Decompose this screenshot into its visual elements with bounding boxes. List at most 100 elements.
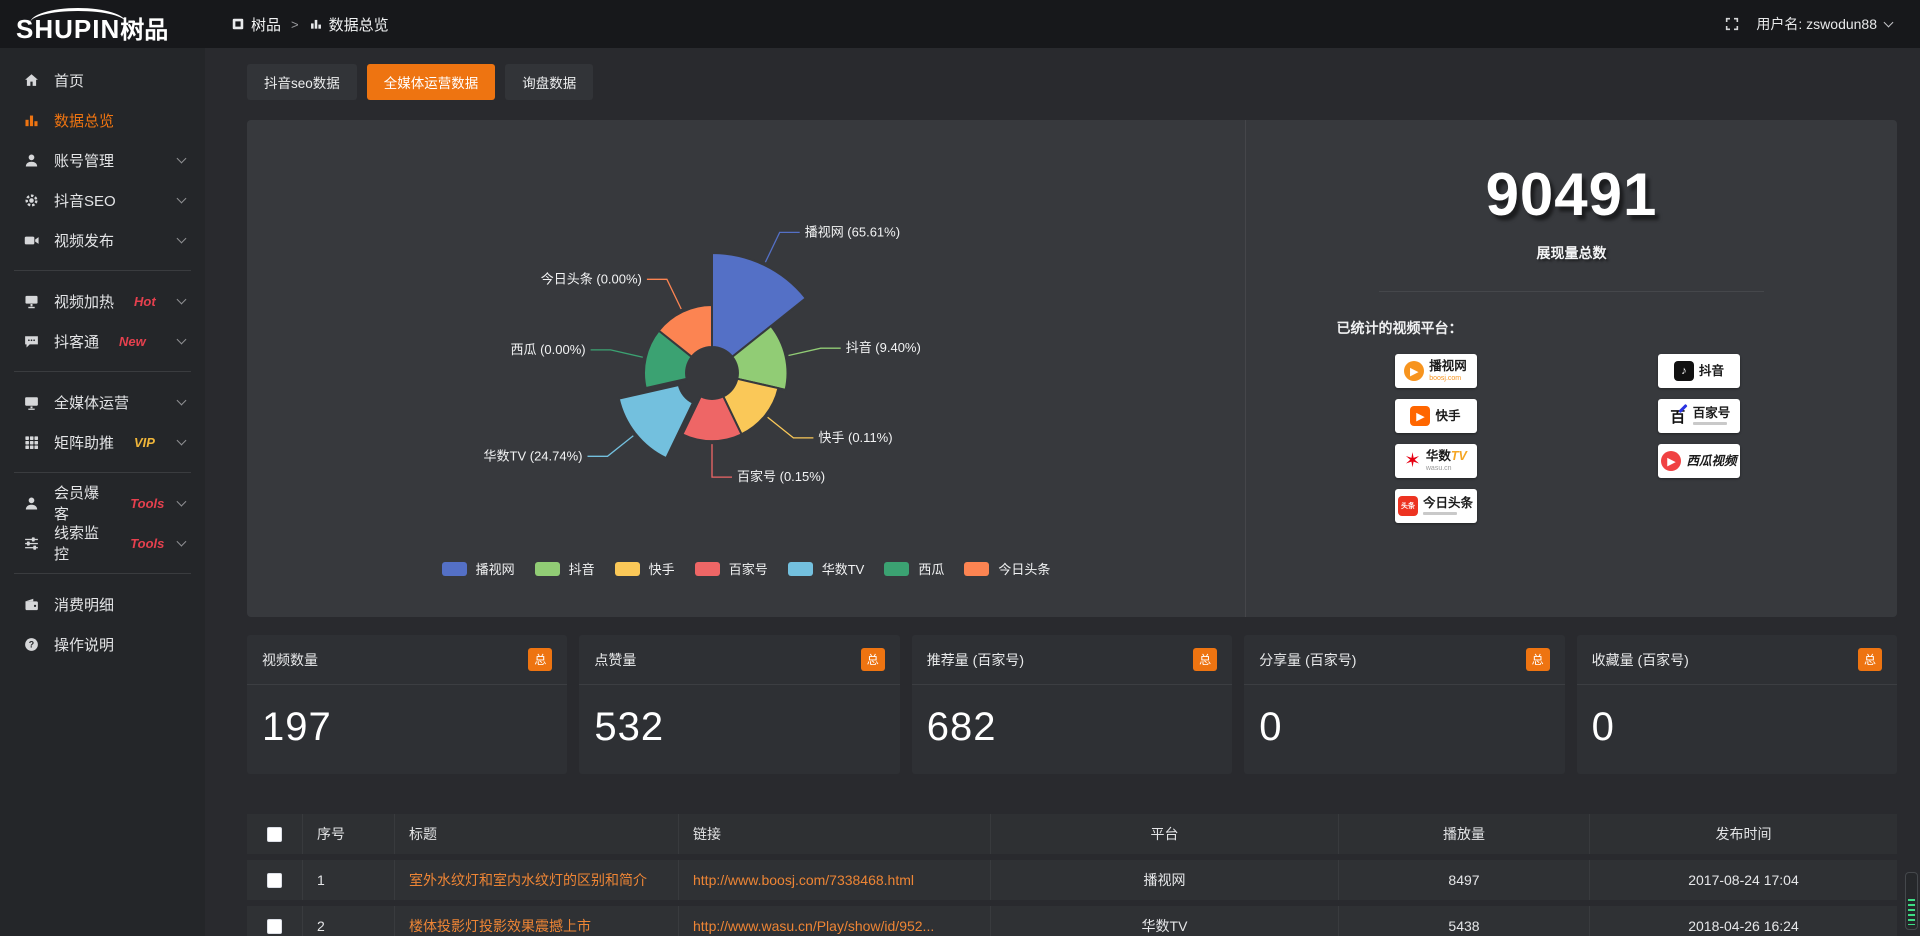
sidebar-menu: 首页 数据总览 账号管理抖音SEO 视频发布视频加热 Hot 抖客通 New 全媒体运营矩阵助… bbox=[0, 60, 205, 664]
pie-slice-快手[interactable] bbox=[721, 377, 780, 436]
pie-label-line bbox=[764, 231, 800, 263]
sidebar-item-label: 消费明细 bbox=[54, 596, 115, 614]
sidebar-item-label: 抖音SEO bbox=[54, 192, 116, 210]
pie-slice-今日头条[interactable] bbox=[657, 303, 713, 359]
sidebar-item-douyin-seo[interactable]: 抖音SEO bbox=[0, 180, 205, 220]
legend-label: 播视网 bbox=[475, 562, 515, 577]
sidebar-item-label: 全媒体运营 bbox=[54, 394, 130, 412]
sidebar-item-label: 操作说明 bbox=[54, 636, 115, 654]
chevron-down-icon bbox=[176, 496, 187, 507]
topbar: SHUPIN树品 树品 > 数据总览 用户名: zswodun88 bbox=[0, 0, 1920, 48]
card-header: 推荐量 (百家号) 总 bbox=[911, 635, 1233, 685]
stat-cards: 视频数量 总 197 点赞量 总 532 推荐量 (百家号) 总 682 分享量… bbox=[247, 635, 1897, 774]
row-checkbox[interactable] bbox=[267, 872, 282, 888]
pie-slice-华数TV[interactable] bbox=[617, 383, 695, 460]
sidebar-item-account-management[interactable]: 账号管理 bbox=[0, 140, 205, 180]
logo-text: SHUPIN bbox=[16, 13, 121, 44]
row-cell-link[interactable]: http://www.boosj.com/7338468.html bbox=[679, 860, 991, 900]
logo-suffix: 树品 bbox=[120, 16, 169, 44]
card-value: 532 bbox=[594, 705, 665, 749]
tab-inquiry-data[interactable]: 询盘数据 bbox=[505, 64, 594, 100]
data-tabs: 抖音seo数据 全媒体运营数据 询盘数据 bbox=[247, 64, 1897, 100]
xigua-logo-icon: ▶ bbox=[1661, 451, 1682, 471]
chevron-down-icon bbox=[176, 233, 187, 244]
sidebar: 首页 数据总览 账号管理抖音SEO 视频发布视频加热 Hot 抖客通 New 全媒体运营矩阵助… bbox=[0, 48, 205, 936]
app-square-icon bbox=[231, 17, 245, 31]
breadcrumb-item-data-overview[interactable]: 数据总览 bbox=[309, 14, 389, 35]
pie-slice-抖音[interactable] bbox=[730, 324, 789, 391]
tab-omni-media-data[interactable]: 全媒体运营数据 bbox=[366, 64, 496, 100]
sidebar-item-omni-media[interactable]: 全媒体运营 bbox=[0, 382, 205, 422]
row-cell-index: 1 bbox=[303, 860, 395, 900]
card-label: 视频数量 bbox=[262, 651, 318, 668]
platform-sub: wasu.cn bbox=[1425, 464, 1452, 472]
sliders-icon bbox=[23, 535, 40, 552]
chevron-down-icon bbox=[1883, 17, 1894, 28]
pie-slice-百家号[interactable] bbox=[681, 395, 743, 443]
pie-label-line bbox=[590, 349, 643, 358]
platform-name: 西瓜视频 bbox=[1686, 453, 1737, 468]
platform-badge-kuaishou: ▶ 快手 bbox=[1394, 399, 1477, 433]
monitor-hot-icon bbox=[23, 293, 40, 310]
sidebar-item-home[interactable]: 首页 bbox=[0, 60, 205, 100]
sidebar-item-member-baoke[interactable]: 会员爆客 Tools bbox=[0, 483, 205, 523]
header-cell-1: 标题 bbox=[395, 814, 679, 854]
pie-slice-播视网[interactable] bbox=[711, 251, 808, 359]
header-cell-checkbox bbox=[247, 814, 303, 854]
sidebar-item-video-publish[interactable]: 视频发布 bbox=[0, 220, 205, 260]
expense-icon bbox=[23, 596, 40, 613]
sidebar-item-clue-monitor[interactable]: 线索监控 Tools bbox=[0, 523, 205, 563]
fullscreen-icon[interactable] bbox=[1724, 16, 1740, 32]
platform-badge-toutiao: 头条 今日头条 bbox=[1394, 489, 1477, 523]
main-content: 抖音seo数据 全媒体运营数据 询盘数据 播视网 (65.61%) 抖音 (9.40%… bbox=[205, 48, 1920, 936]
scrollbar-thumb[interactable] bbox=[1905, 872, 1918, 930]
sidebar-item-operation-guide[interactable]: ? 操作说明 bbox=[0, 624, 205, 664]
row-cell-time: 2018-04-26 16:24 bbox=[1688, 918, 1799, 934]
pie-slice-西瓜[interactable] bbox=[643, 329, 694, 390]
pie-label-line bbox=[767, 416, 814, 439]
chart-bar-icon bbox=[23, 112, 40, 129]
legend-item-今日头条[interactable]: 今日头条 bbox=[964, 559, 1050, 578]
sidebar-item-expense-detail[interactable]: 消费明细 bbox=[0, 584, 205, 624]
total-impressions-label: 展现量总数 bbox=[1536, 245, 1607, 261]
legend-swatch bbox=[614, 561, 640, 576]
breadcrumb-label: 数据总览 bbox=[328, 16, 389, 34]
row-cell-checkbox bbox=[247, 906, 303, 936]
card-label: 分享量 (百家号) bbox=[1259, 651, 1357, 668]
chart-legend: 播视网 抖音 快手 百家号 华数TV 西瓜 今日头条 bbox=[247, 559, 1245, 578]
legend-item-西瓜[interactable]: 西瓜 bbox=[884, 559, 944, 578]
legend-item-播视网[interactable]: 播视网 bbox=[441, 559, 515, 578]
tab-douyin-seo-data[interactable]: 抖音seo数据 bbox=[247, 64, 357, 100]
card-value: 197 bbox=[262, 705, 332, 749]
username-menu[interactable]: 用户名: zswodun88 bbox=[1756, 14, 1894, 34]
pie-slice-label: 播视网 (65.61%) bbox=[805, 224, 900, 239]
douyin-logo-icon: ♪ bbox=[1673, 361, 1694, 381]
legend-swatch bbox=[787, 561, 813, 576]
sidebar-badge-new: New bbox=[119, 333, 146, 349]
legend-item-快手[interactable]: 快手 bbox=[614, 559, 675, 578]
sidebar-badge-tools: Tools bbox=[130, 495, 165, 511]
row-cell-title[interactable]: 楼体投影灯投影效果震撼上市 bbox=[395, 906, 679, 936]
row-checkbox[interactable] bbox=[267, 918, 282, 934]
row-cell-link[interactable]: http://www.wasu.cn/Play/show/id/952... bbox=[679, 906, 991, 936]
row-cell-title[interactable]: 室外水纹灯和室内水纹灯的区别和简介 bbox=[395, 860, 679, 900]
platform-tagline bbox=[1692, 422, 1727, 426]
legend-swatch bbox=[534, 561, 560, 576]
gear-icon bbox=[23, 192, 40, 209]
breadcrumb-item-shupin[interactable]: 树品 bbox=[231, 14, 281, 35]
select-all-checkbox[interactable] bbox=[267, 826, 282, 842]
legend-item-华数TV[interactable]: 华数TV bbox=[787, 559, 864, 578]
monitor-icon bbox=[23, 394, 40, 411]
sidebar-badge-tools: Tools bbox=[130, 535, 165, 551]
wasu-logo-icon: ✶ bbox=[1404, 450, 1421, 472]
chevron-down-icon bbox=[176, 435, 187, 446]
breadcrumb-label: 树品 bbox=[251, 16, 282, 34]
card-header: 收藏量 (百家号) 总 bbox=[1576, 635, 1897, 685]
sidebar-item-matrix-boost[interactable]: 矩阵助推 VIP bbox=[0, 422, 205, 462]
legend-item-百家号[interactable]: 百家号 bbox=[694, 559, 768, 578]
sidebar-item-data-overview[interactable]: 数据总览 bbox=[0, 100, 205, 140]
sidebar-item-doukotong[interactable]: 抖客通 New bbox=[0, 321, 205, 361]
legend-item-抖音[interactable]: 抖音 bbox=[534, 559, 595, 578]
sidebar-divider bbox=[14, 573, 191, 574]
sidebar-item-video-heating[interactable]: 视频加热 Hot bbox=[0, 281, 205, 321]
